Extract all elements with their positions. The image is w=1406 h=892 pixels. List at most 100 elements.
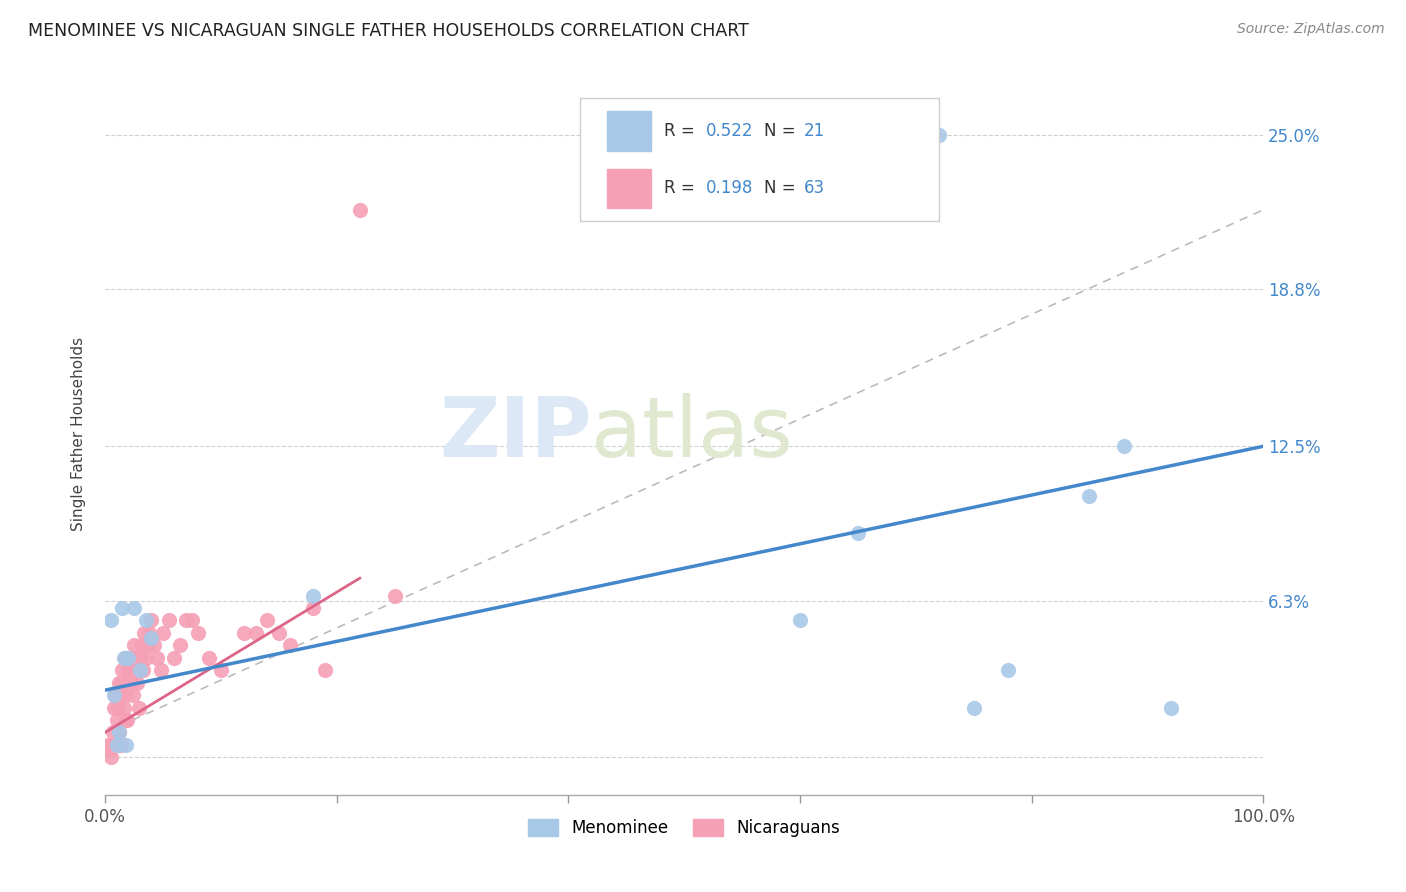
Point bbox=[209, 663, 232, 677]
Point bbox=[107, 700, 129, 714]
Point bbox=[129, 650, 152, 665]
Text: R =: R = bbox=[665, 179, 700, 197]
Point bbox=[187, 626, 209, 640]
Text: MENOMINEE VS NICARAGUAN SINGLE FATHER HOUSEHOLDS CORRELATION CHART: MENOMINEE VS NICARAGUAN SINGLE FATHER HO… bbox=[28, 22, 749, 40]
Text: N =: N = bbox=[763, 179, 801, 197]
Point bbox=[302, 601, 325, 615]
Point bbox=[302, 589, 325, 603]
Point bbox=[114, 650, 136, 665]
Point bbox=[103, 688, 125, 702]
Legend: Menominee, Nicaraguans: Menominee, Nicaraguans bbox=[522, 813, 846, 844]
Point bbox=[138, 626, 160, 640]
Y-axis label: Single Father Households: Single Father Households bbox=[72, 337, 86, 531]
Point bbox=[963, 700, 986, 714]
Point bbox=[135, 650, 157, 665]
Text: 0.198: 0.198 bbox=[706, 179, 754, 197]
Point bbox=[97, 738, 120, 752]
Point bbox=[122, 639, 145, 653]
Point bbox=[105, 738, 128, 752]
Point bbox=[117, 663, 139, 677]
Point bbox=[121, 688, 143, 702]
Point bbox=[112, 650, 135, 665]
Point bbox=[267, 626, 290, 640]
Point bbox=[117, 675, 139, 690]
Bar bbox=[606, 169, 651, 209]
Point bbox=[108, 675, 131, 690]
Point bbox=[997, 663, 1019, 677]
Point bbox=[115, 713, 138, 727]
Point bbox=[103, 738, 125, 752]
Text: 0.522: 0.522 bbox=[706, 121, 754, 140]
Point bbox=[115, 713, 138, 727]
Point bbox=[141, 631, 163, 645]
Point bbox=[128, 663, 150, 677]
Text: Source: ZipAtlas.com: Source: ZipAtlas.com bbox=[1237, 22, 1385, 37]
Point bbox=[846, 526, 869, 541]
Point bbox=[111, 601, 134, 615]
Point bbox=[127, 675, 149, 690]
Point bbox=[105, 738, 128, 752]
Bar bbox=[606, 111, 651, 151]
Point bbox=[118, 663, 141, 677]
Point bbox=[180, 614, 202, 628]
Point bbox=[117, 650, 139, 665]
Point bbox=[1160, 700, 1182, 714]
Text: 21: 21 bbox=[803, 121, 825, 140]
Point bbox=[111, 675, 134, 690]
Point bbox=[174, 614, 197, 628]
Point bbox=[125, 650, 148, 665]
Point bbox=[146, 650, 169, 665]
Point bbox=[198, 650, 221, 665]
Text: 63: 63 bbox=[803, 179, 824, 197]
Point bbox=[115, 738, 138, 752]
Point bbox=[349, 202, 371, 217]
Point bbox=[131, 639, 153, 653]
Point bbox=[104, 688, 127, 702]
Point bbox=[1114, 439, 1136, 453]
Point bbox=[157, 614, 180, 628]
Point bbox=[163, 650, 186, 665]
Point bbox=[789, 614, 811, 628]
Point bbox=[121, 675, 143, 690]
Point bbox=[136, 639, 159, 653]
Point bbox=[142, 639, 165, 653]
Point bbox=[98, 743, 121, 757]
Text: atlas: atlas bbox=[592, 393, 793, 475]
Point bbox=[141, 614, 163, 628]
Point bbox=[100, 750, 122, 764]
Point bbox=[108, 688, 131, 702]
Point bbox=[152, 626, 174, 640]
Point bbox=[233, 626, 256, 640]
Point bbox=[101, 725, 124, 739]
Point bbox=[108, 725, 131, 739]
Point bbox=[120, 650, 142, 665]
Point bbox=[124, 663, 146, 677]
Point bbox=[169, 639, 191, 653]
Point bbox=[100, 614, 122, 628]
Text: R =: R = bbox=[665, 121, 700, 140]
Point bbox=[110, 738, 132, 752]
FancyBboxPatch shape bbox=[579, 98, 939, 221]
Point bbox=[105, 713, 128, 727]
Point bbox=[132, 663, 155, 677]
Point bbox=[135, 614, 157, 628]
Point bbox=[115, 688, 138, 702]
Point bbox=[122, 601, 145, 615]
Point bbox=[108, 725, 131, 739]
Text: N =: N = bbox=[763, 121, 801, 140]
Point bbox=[134, 626, 156, 640]
Point bbox=[384, 589, 406, 603]
Point bbox=[101, 738, 124, 752]
Point bbox=[128, 700, 150, 714]
Point bbox=[112, 700, 135, 714]
Point bbox=[111, 663, 134, 677]
Point bbox=[149, 663, 172, 677]
Point bbox=[278, 639, 301, 653]
Point bbox=[103, 700, 125, 714]
Point bbox=[128, 663, 150, 677]
Point bbox=[256, 614, 278, 628]
Text: ZIP: ZIP bbox=[439, 393, 592, 475]
Point bbox=[314, 663, 336, 677]
Point bbox=[1078, 489, 1101, 503]
Point bbox=[245, 626, 267, 640]
